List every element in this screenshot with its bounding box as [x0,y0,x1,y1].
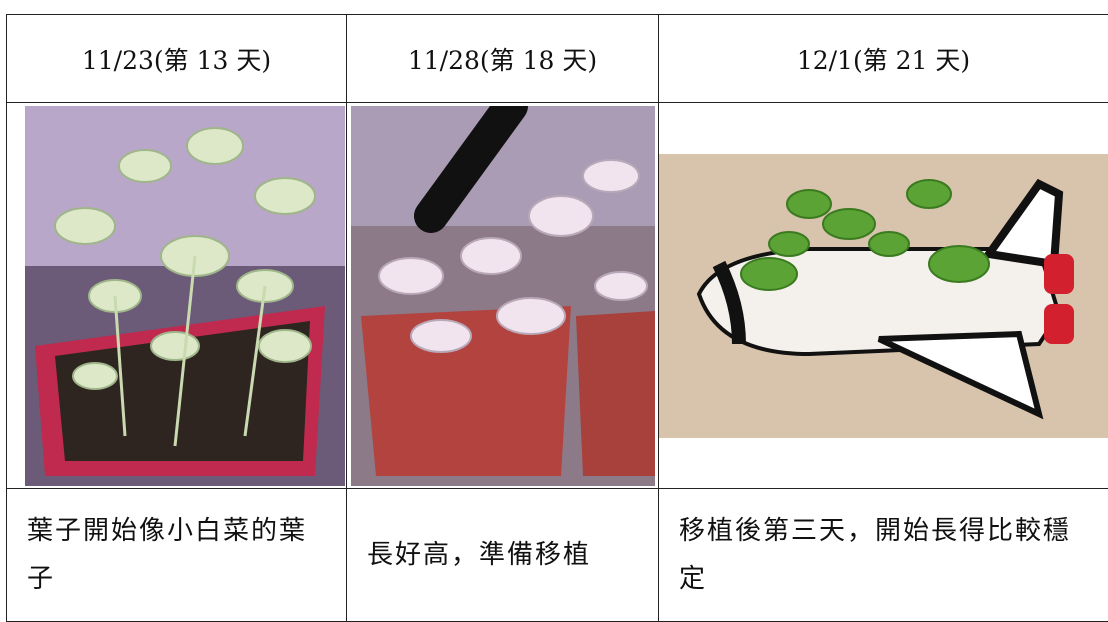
growth-table: 11/23(第 13 天) 11/28(第 18 天) 12/1(第 21 天) [6,14,1108,622]
caption-cell: 移植後第三天，開始長得比較穩定 [659,489,1108,622]
photo-seedlings-1 [25,106,345,486]
caption-cell: 葉子開始像小白菜的葉子 [7,489,347,622]
header-row: 11/23(第 13 天) 11/28(第 18 天) 12/1(第 21 天) [7,15,1108,103]
photo-cell [347,103,659,489]
header-cell: 11/23(第 13 天) [7,15,347,103]
photo-seedlings-2 [351,106,655,486]
photo-cell [7,103,347,489]
header-cell: 12/1(第 21 天) [659,15,1108,103]
caption-cell: 長好高，準備移植 [347,489,659,622]
photo-cell [659,103,1108,489]
header-cell: 11/28(第 18 天) [347,15,659,103]
photo-row [7,103,1108,489]
photo-rocket-planter [659,154,1108,438]
caption-row: 葉子開始像小白菜的葉子 長好高，準備移植 移植後第三天，開始長得比較穩定 [7,489,1108,622]
